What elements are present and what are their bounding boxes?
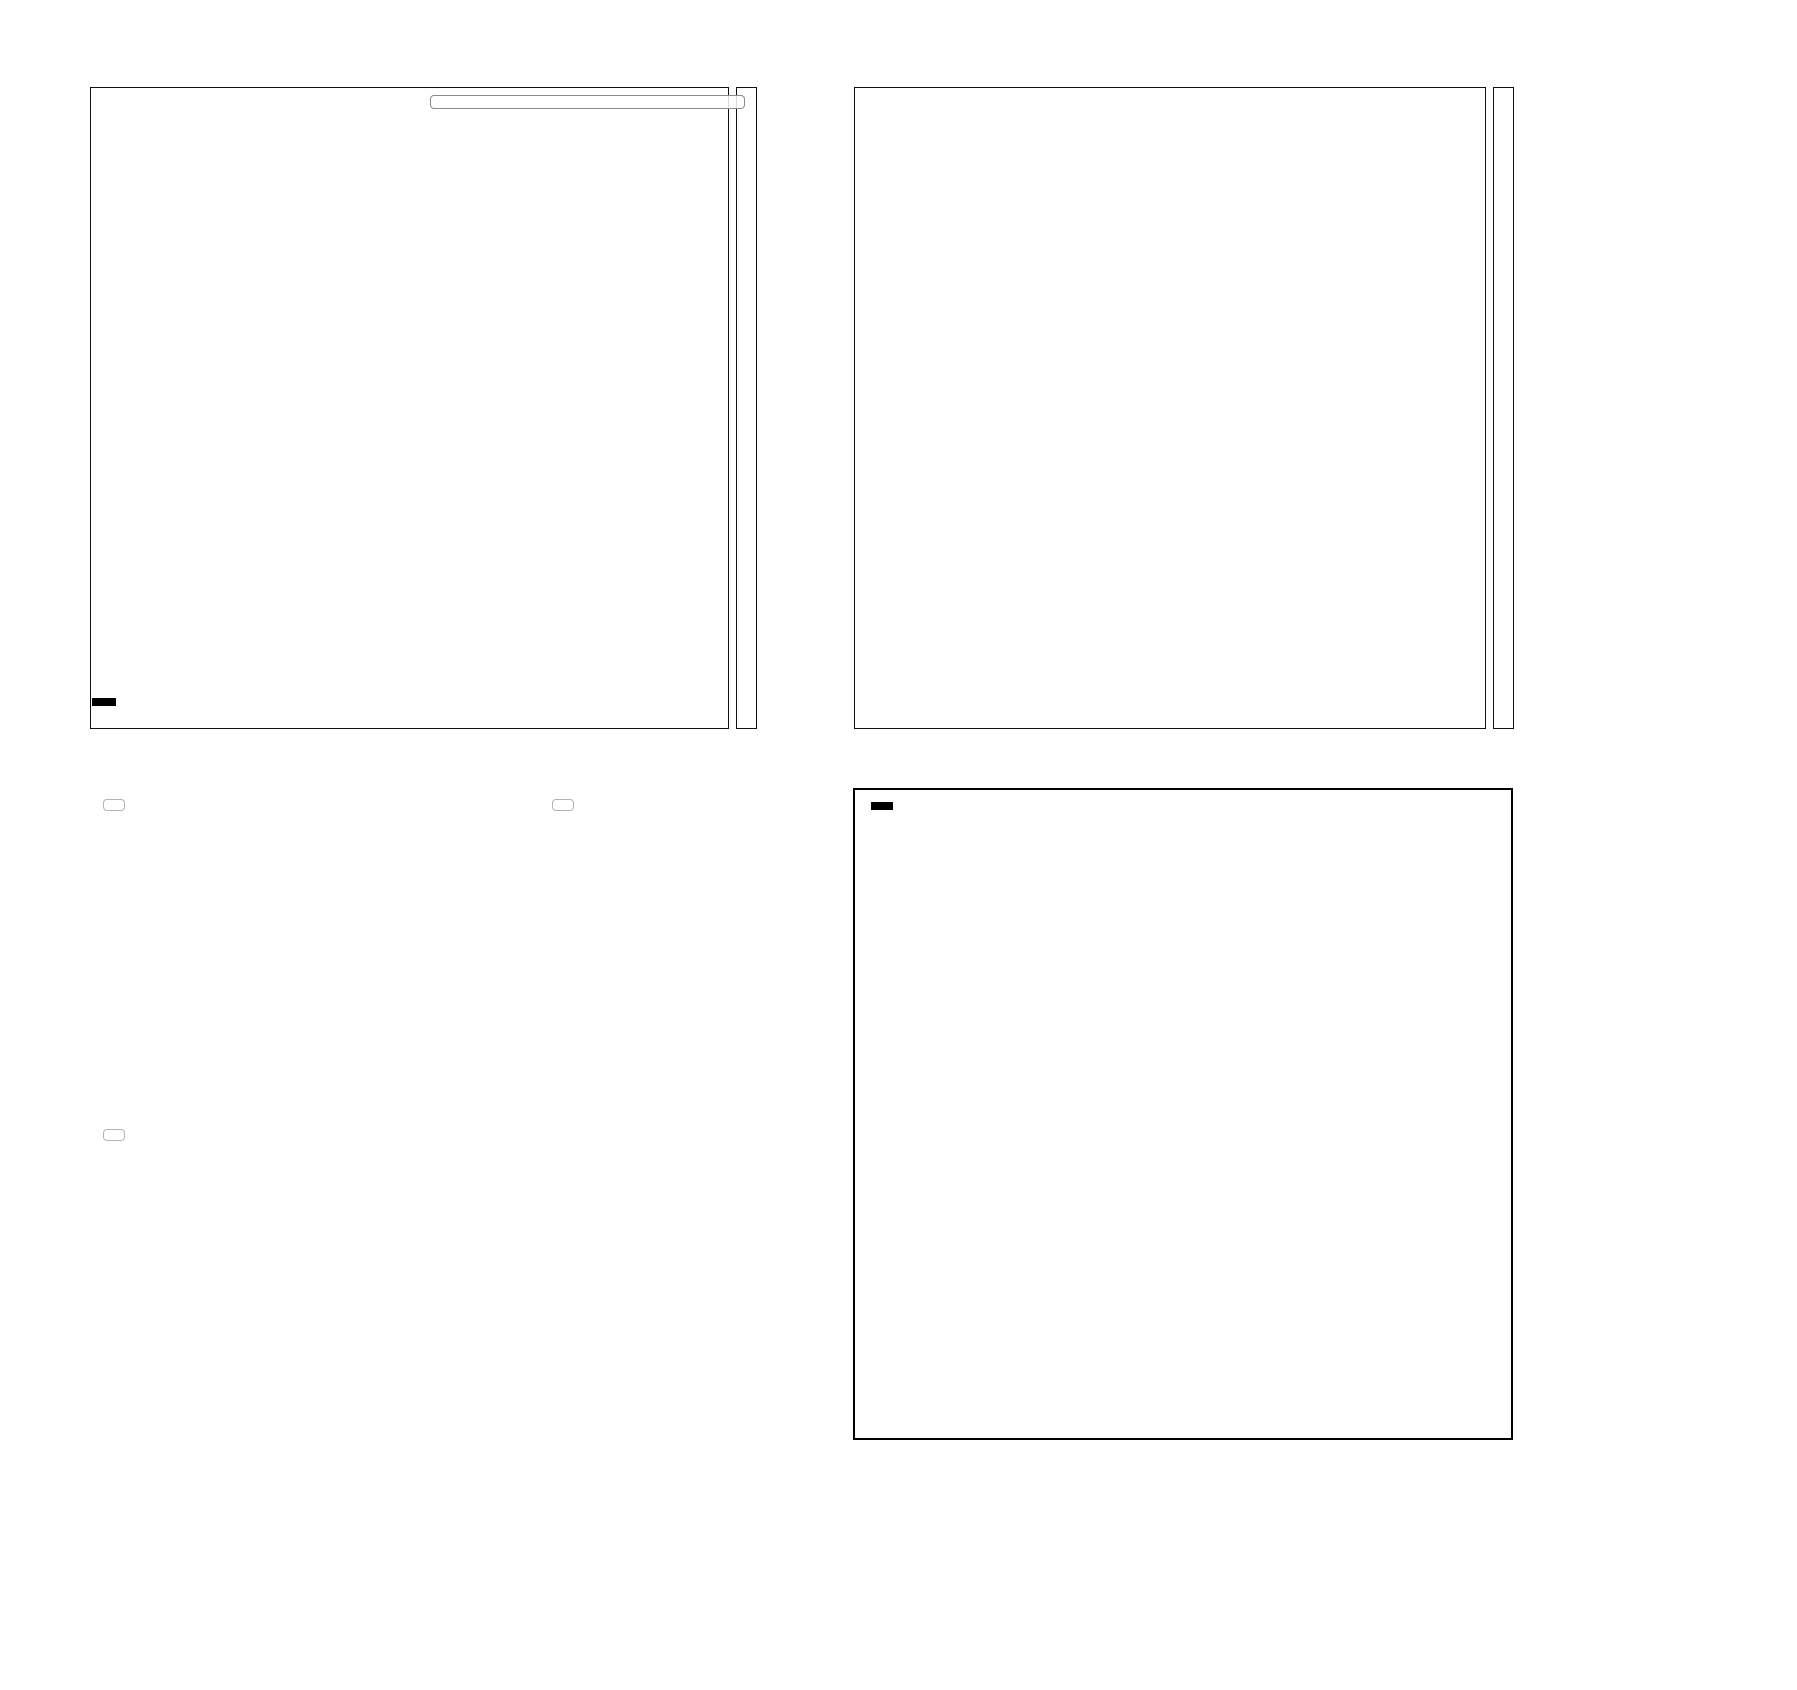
copyright-label: [92, 698, 116, 706]
wind-pres-ace-chart: [91, 790, 746, 1438]
enhanced-ir-image: [855, 88, 1485, 728]
wind-legend: [103, 799, 125, 811]
enhanced-ir-colorbar: [1493, 87, 1514, 729]
wmg-count-label: [871, 802, 893, 810]
enhanced-ir-map-panel: [854, 87, 1486, 729]
ir-colorbar: [736, 87, 757, 729]
diagnosis-chart-panel: [91, 790, 746, 1438]
ir-map-panel: [90, 87, 745, 729]
ace-legend: [103, 1129, 125, 1141]
wmg-image-panel: [853, 788, 1513, 1440]
ir-satellite-image: [91, 88, 728, 728]
map-legend: [430, 95, 745, 109]
wmg-grayscale-image: [855, 790, 1511, 1438]
pressure-legend: [552, 799, 574, 811]
